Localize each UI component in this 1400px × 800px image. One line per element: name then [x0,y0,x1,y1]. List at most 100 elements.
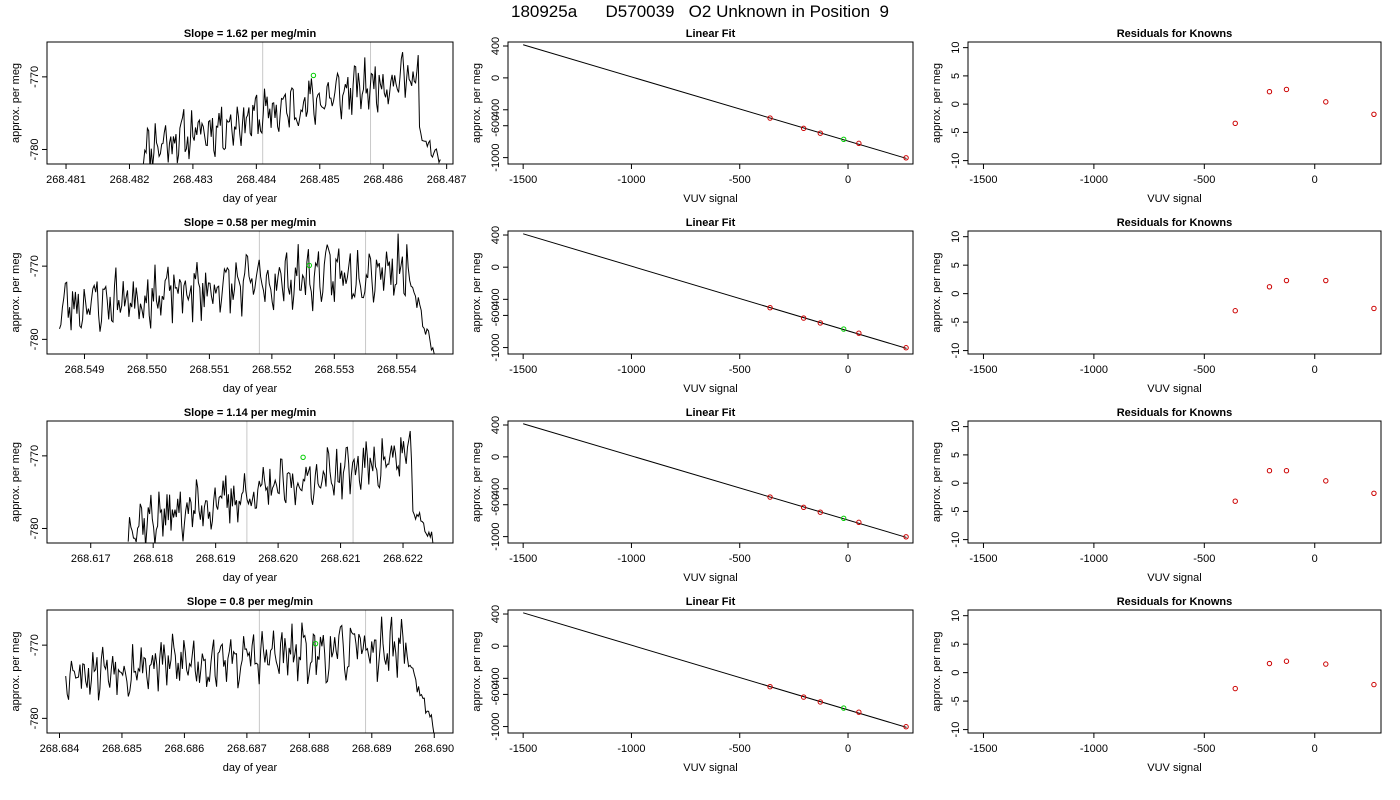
x-tick-label: -500 [1193,553,1215,565]
unknown-marker [312,640,319,647]
y-tick-label: -400 [490,288,502,310]
chart-title: Linear Fit [686,407,736,419]
x-tick-label: -1000 [1080,553,1108,565]
x-tick-label: 268.486 [363,174,403,186]
x-tick-label: -1000 [1080,174,1108,186]
x-axis-label: VUV signal [1147,762,1201,774]
unknown-point [840,515,847,521]
residual-point [1371,111,1377,117]
known-point [817,320,824,326]
plot-area [523,44,909,161]
y-tick-label: 0 [490,454,502,460]
known-point [767,494,773,500]
time-series-panel-3: Slope = 1.14 per meg/min 268.617 268.618 26… [10,407,454,584]
x-tick-label: -1500 [969,743,997,755]
x-tick-label: 268.687 [227,743,267,755]
x-tick-label: 0 [1312,174,1318,186]
x-tick-label: 0 [1312,364,1318,376]
unknown-point [840,326,847,332]
x-tick-label: 268.620 [258,553,298,565]
series-trace [142,52,441,164]
residual-point [1266,660,1273,667]
residual-point [1371,681,1377,688]
residuals-panel-1: Residuals for Knowns -1500 -1000 -500 0 -10 -5… [931,28,1382,205]
x-tick-label: -1500 [969,364,997,376]
time-series-panel-2: Slope = 0.58 per meg/min 268.549 268.550 26… [10,217,454,395]
plot-frame [507,230,914,355]
unknown-point [840,136,847,142]
residuals-panel-4: Residuals for Knowns -1500 -1000 -500 0 -10 -5… [931,596,1382,774]
y-tick-label: -400 [490,99,502,121]
y-tick-label: -780 [29,707,41,729]
y-tick-label: -600 [490,115,502,137]
y-tick-label: 0 [950,480,962,486]
chart-title: Slope = 0.58 per meg/min [184,217,317,229]
y-tick-label: -1000 [490,712,502,740]
x-tick-label: -1000 [617,174,645,186]
plot-frame [507,41,914,165]
x-tick-label: 0 [1312,743,1318,755]
known-point [903,345,909,351]
residuals-panel-2: Residuals for Knowns -1500 -1000 -500 0 -10 -5… [931,217,1382,395]
known-point [856,709,862,715]
x-axis-label: VUV signal [1147,383,1201,395]
page-title: 180925a D570039 O2 Unknown in Position 9 [510,2,890,21]
x-axis-label: VUV signal [683,762,737,774]
x-tick-label: 268.487 [427,174,467,186]
fit-line [523,233,907,349]
plot-frame [46,609,454,734]
x-tick-label: 268.481 [46,174,86,186]
y-tick-label: 400 [490,416,502,434]
known-point [903,534,909,540]
unknown-point [840,705,847,711]
chart-title: Slope = 0.8 per meg/min [187,596,314,608]
fit-line [523,423,907,538]
residual-point [1232,120,1238,127]
residual-point [1283,468,1290,474]
x-tick-label: 268.483 [173,174,213,186]
x-tick-label: 268.482 [110,174,150,186]
y-tick-label: 10 [950,421,962,433]
time-series-panel-4: Slope = 0.8 per meg/min 268.684 268.685 268… [10,596,454,774]
x-tick-label: 268.551 [190,364,230,376]
x-axis-label: VUV signal [1147,193,1201,205]
y-tick-label: -600 [490,304,502,326]
residual-point [1232,308,1238,314]
x-tick-label: -500 [1193,174,1215,186]
x-tick-label: -500 [729,174,751,186]
y-tick-label: -10 [950,532,962,548]
x-axis-label: VUV signal [683,572,737,584]
plot-area [127,421,434,543]
known-point [903,724,909,730]
x-tick-label: 0 [845,743,851,755]
residual-point [1266,89,1273,95]
known-point [767,683,773,690]
y-tick-label: 0 [490,264,502,270]
x-tick-label: 0 [845,364,851,376]
x-tick-label: 268.553 [314,364,354,376]
y-tick-label: -600 [490,683,502,705]
y-axis-label: approx. per meg [471,252,483,332]
y-tick-label: 0 [490,75,502,81]
y-tick-label: -600 [490,494,502,516]
y-tick-label: -5 [950,696,962,706]
plot-frame [507,609,914,734]
y-tick-label: 400 [490,37,502,55]
x-axis-label: day of year [223,572,278,584]
plot-area [1232,468,1377,504]
y-tick-label: -10 [950,722,962,738]
plot-frame [967,609,1382,734]
y-tick-label: 5 [950,641,962,647]
y-axis-label: approx. per meg [471,631,483,711]
chart-title: Residuals for Knowns [1117,596,1233,608]
y-tick-label: 5 [950,262,962,268]
y-tick-label: -770 [29,445,41,467]
y-tick-label: -1000 [490,523,502,551]
chart-title: Linear Fit [686,28,736,40]
fit-line [523,44,907,159]
plot-area [523,233,909,351]
x-tick-label: -1500 [969,174,997,186]
residual-point [1283,86,1290,93]
residual-point [1266,468,1273,474]
y-tick-label: 5 [950,452,962,458]
